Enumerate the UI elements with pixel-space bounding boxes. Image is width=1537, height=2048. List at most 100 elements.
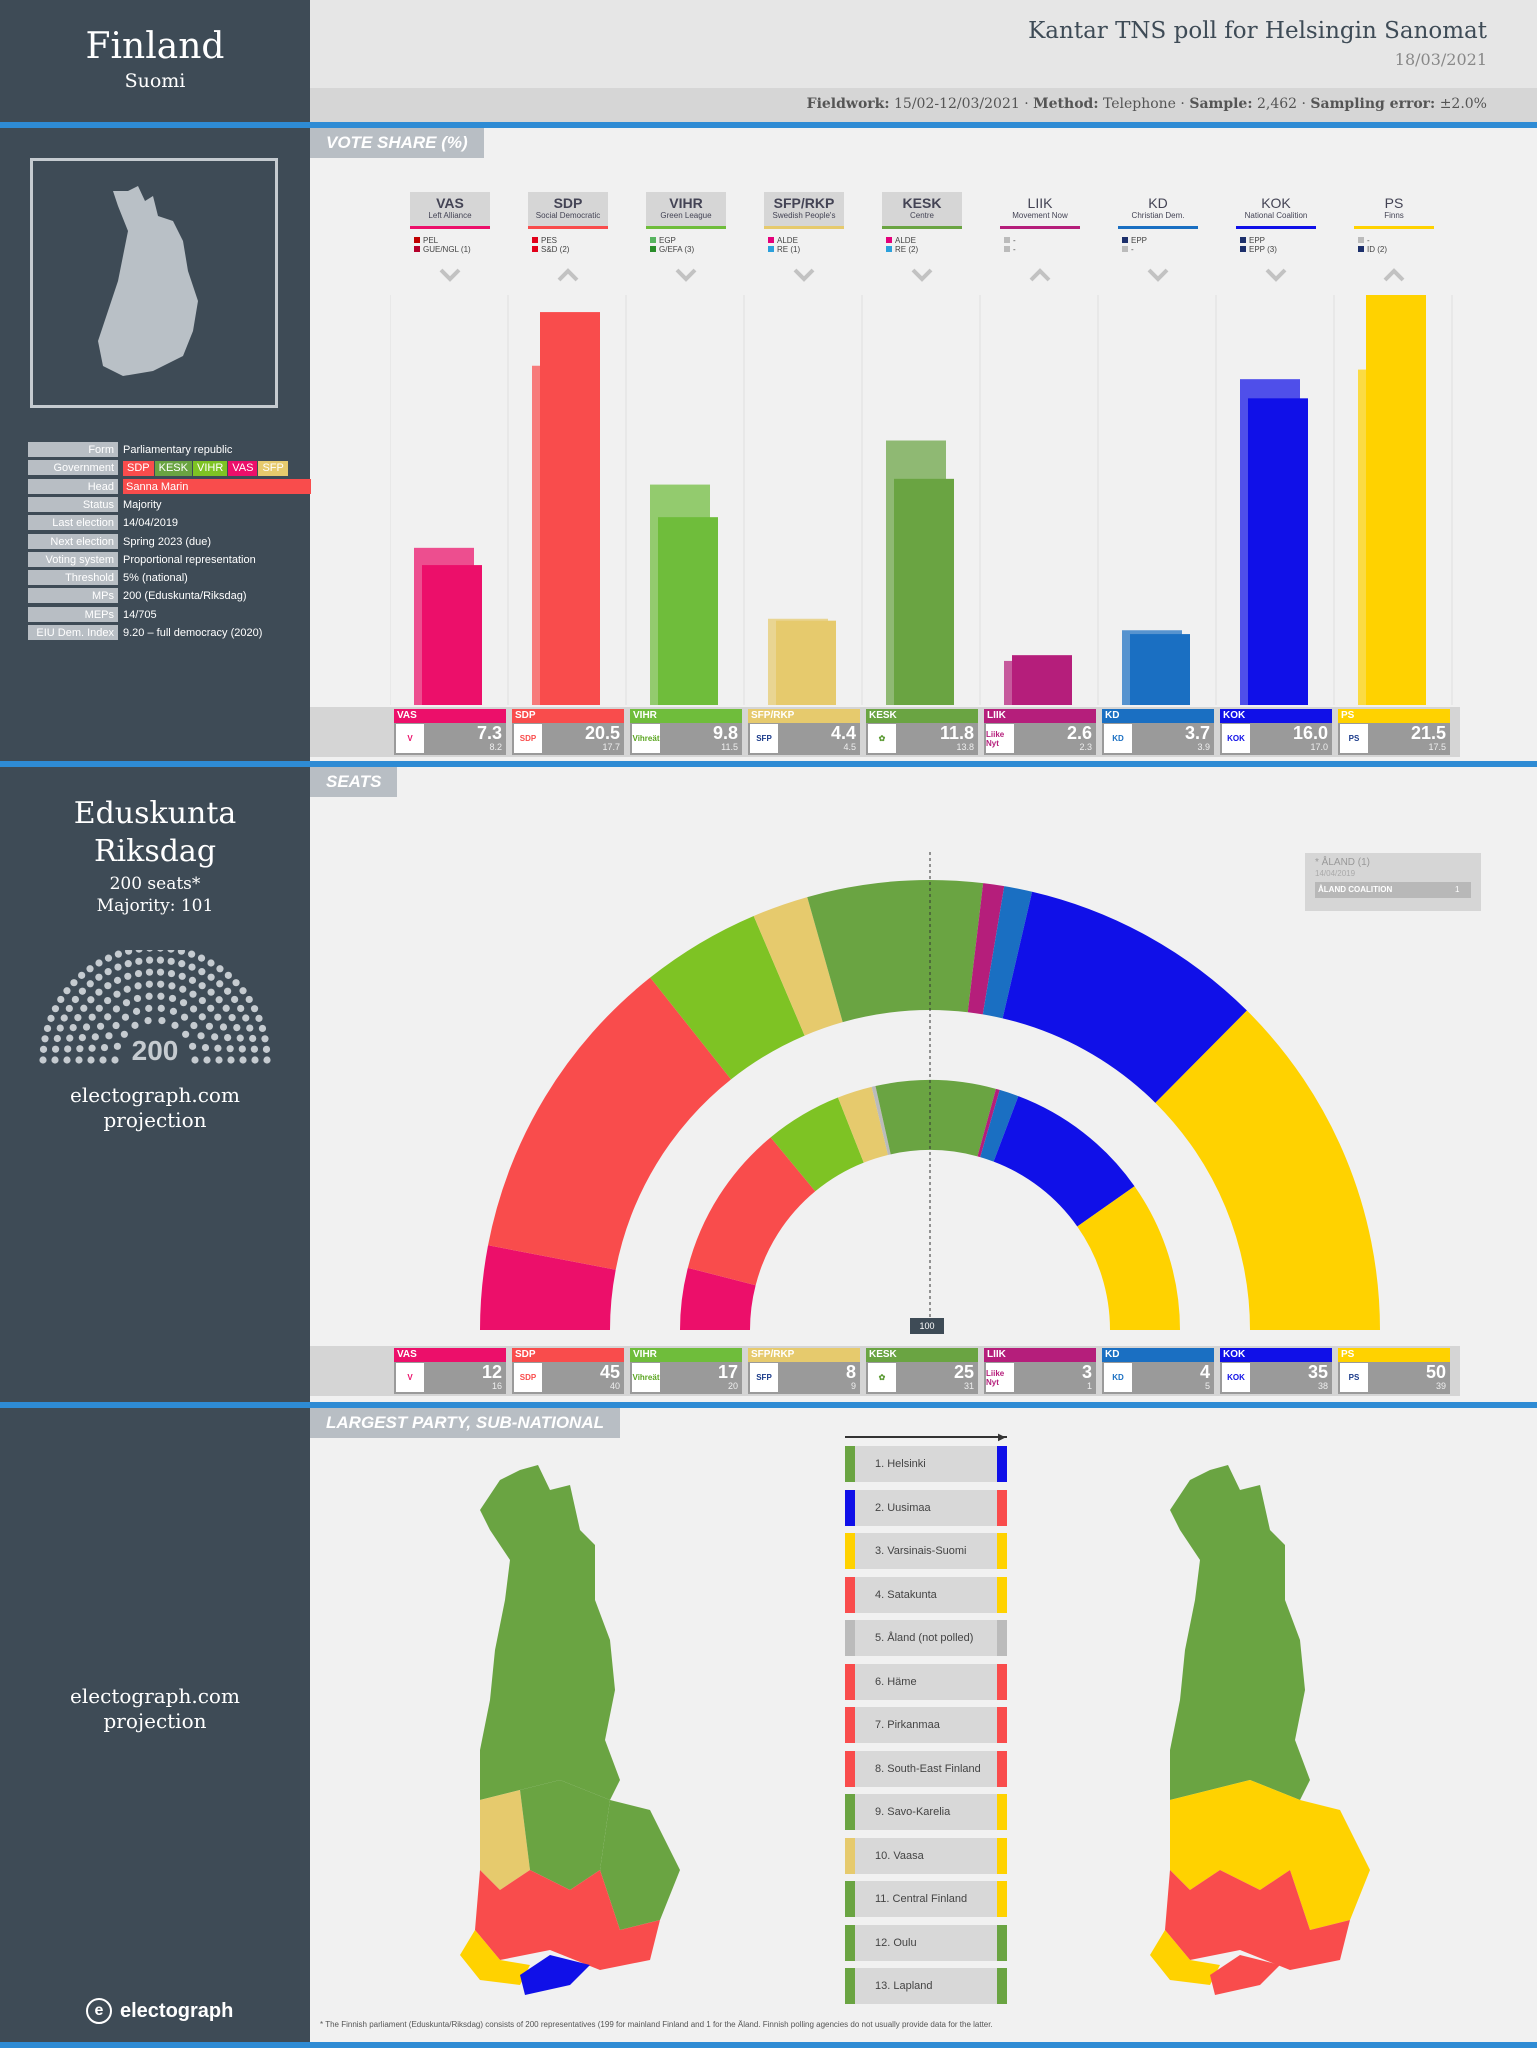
eu-affiliation-line: RE (2) [886,245,918,254]
seat-dot [211,1033,219,1041]
card-value: 12 [481,1362,502,1382]
seat-dot [114,963,122,971]
info-value: Proportional representation [123,553,256,566]
region-projection-color [997,1837,1007,1874]
card-previous-value: 5 [1204,1381,1210,1391]
eu-group-name: PES [541,236,558,245]
seat-dot [78,971,86,979]
government-party-chip: SDP [123,461,154,477]
seat-arc-projection [480,1245,616,1330]
eu-color-square [532,246,538,252]
seat-dot [122,999,131,1007]
chevron-down-icon [793,268,815,282]
seat-dot [232,979,240,987]
seat-dot [43,1024,52,1033]
region-row: 7. Pirkanmaa [845,1707,1007,1743]
seat-dot [135,950,143,953]
fieldwork-bar [310,88,1537,122]
subnational-projection-2: projection [103,1709,207,1733]
finland-map-icon [98,186,198,376]
seat-dot [123,985,131,993]
party-result-card: KOK KOK 35 38 [1220,1348,1332,1394]
chevron-up-icon [1029,268,1051,282]
bar-poll [894,478,954,705]
eu-affiliation-line: EGP [650,236,694,245]
seat-dot [207,959,215,967]
seat-arc-projection [982,886,1033,1019]
seat-dot [113,976,122,984]
card-previous-value: 3.9 [1197,742,1210,752]
eu-group-name: G/EFA (3) [659,245,695,254]
seat-dot [262,1045,271,1053]
seat-dot [198,996,206,1005]
party-header: SDP Social Democratic PES S&D (2) [528,192,608,282]
seat-dot [63,987,71,995]
seat-dot [207,973,215,981]
eu-color-square [886,246,892,252]
card-value: 9.8 [712,723,738,743]
seat-arc-last-election [875,1080,996,1157]
seat-dot [74,1014,82,1022]
card-previous-value: 17.5 [1428,742,1446,752]
eu-color-square [768,237,774,243]
party-full-name: Finns [1384,211,1404,220]
region-projection-color [997,1881,1007,1917]
seat-dot [144,1017,152,1025]
region-projection-color [997,1750,1007,1787]
seat-dot [135,957,143,965]
eu-color-square [1122,237,1128,243]
government-party-chip: SFP [258,461,288,477]
seat-dot [255,1014,263,1022]
region-name: 1. Helsinki [875,1458,926,1470]
card-value: 17 [717,1362,738,1382]
seat-dot [86,980,94,988]
seat-dot [189,1005,198,1013]
party-header-underline [1118,192,1198,229]
chevron-down-icon [1147,268,1169,282]
seat-dot [78,987,87,995]
party-result-card: LIIK Liike Nyt 2.6 2.3 [984,709,1096,755]
region-row: 9. Savo-Karelia [845,1794,1007,1830]
seat-dot [251,1056,259,1064]
party-logo-icon: SFP [750,724,778,753]
info-key: MPs [28,588,118,604]
seat-dot [242,1014,250,1022]
region-row: 11. Central Finland [845,1881,1007,1917]
seat-arc-projection [650,915,805,1080]
seat-dot [76,1045,84,1053]
seat-dot [87,1056,95,1064]
card-party-label: LIIK [984,709,1096,723]
card-party-label: VIHR [630,1348,742,1362]
region-south [1165,1870,1350,1970]
seat-dot [145,1004,153,1012]
hemicycle-total: 200 [131,1035,179,1066]
party-logo-icon: V [396,724,424,753]
party-header-box [646,192,726,229]
eu-color-square [650,237,656,243]
party-header-box [764,192,844,229]
party-abbr: KOK [1261,195,1291,211]
card-value: 4.4 [830,723,856,743]
region-row: 1. Helsinki [845,1446,1007,1482]
info-key: Government [28,460,118,476]
eu-group-name: GUE/NGL (1) [423,245,471,254]
card-value: 16.0 [1292,723,1328,743]
footer-brand: electograph [120,2000,234,2022]
seat-dot [198,968,206,976]
seat-dot [226,1045,234,1053]
card-previous-value: 17.7 [602,742,620,752]
divider [0,2042,1537,2048]
info-value: 200 (Eduskunta/Riksdag) [123,590,247,603]
seat-dot [167,950,175,953]
region-central [520,1780,610,1890]
eu-affiliation-line: RE (1) [768,245,800,254]
seat-dot [182,1030,190,1038]
region-projection-color [997,1446,1007,1482]
seat-dot [258,1024,267,1033]
seat-dot [99,1056,107,1064]
eu-group-name: ALDE [895,236,916,245]
seat-dot [75,1056,83,1064]
seat-arc-projection [807,880,984,1023]
eu-color-square [1240,237,1246,243]
card-party-label: SFP/RKP [748,1348,860,1362]
